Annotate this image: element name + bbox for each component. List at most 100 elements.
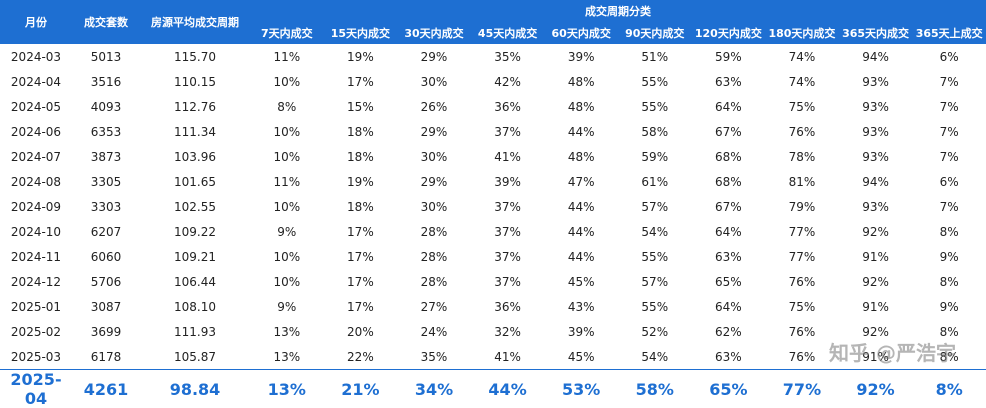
table-cell: 48% <box>544 94 618 119</box>
table-cell: 6060 <box>72 244 140 269</box>
table-cell: 2024-03 <box>0 44 72 69</box>
table-cell: 112.76 <box>140 94 250 119</box>
column-header: 成交套数 <box>72 0 140 44</box>
table-cell: 93% <box>839 94 913 119</box>
table-cell: 10% <box>250 69 324 94</box>
column-header: 60天内成交 <box>544 22 618 44</box>
table-cell: 15% <box>324 94 398 119</box>
table-cell: 30% <box>397 194 471 219</box>
table-cell: 2024-09 <box>0 194 72 219</box>
table-cell: 7% <box>912 69 986 94</box>
table-cell: 13% <box>250 344 324 370</box>
table-cell: 39% <box>471 169 545 194</box>
table-cell: 93% <box>839 119 913 144</box>
table-cell: 9% <box>250 294 324 319</box>
table-cell: 17% <box>324 269 398 294</box>
table-cell: 65% <box>692 269 766 294</box>
column-header: 30天内成交 <box>397 22 471 44</box>
column-header: 7天内成交 <box>250 22 324 44</box>
table-cell: 37% <box>471 269 545 294</box>
table-cell: 41% <box>471 344 545 370</box>
table-cell: 77% <box>765 244 839 269</box>
table-cell: 64% <box>692 94 766 119</box>
table-cell: 2025-04 <box>0 370 72 408</box>
table-cell: 98.84 <box>140 370 250 408</box>
table-cell: 3087 <box>72 294 140 319</box>
table-cell: 37% <box>471 194 545 219</box>
table-cell: 35% <box>397 344 471 370</box>
table-cell: 79% <box>765 194 839 219</box>
table-cell: 3516 <box>72 69 140 94</box>
table-cell: 57% <box>618 194 692 219</box>
table-cell: 92% <box>839 269 913 294</box>
table-cell: 11% <box>250 44 324 69</box>
table-cell: 64% <box>692 219 766 244</box>
table-cell: 37% <box>471 219 545 244</box>
table-cell: 2025-03 <box>0 344 72 370</box>
table-cell: 45% <box>544 269 618 294</box>
group-header: 成交周期分类 <box>250 0 986 22</box>
table-cell: 18% <box>324 119 398 144</box>
table-cell: 48% <box>544 144 618 169</box>
table-cell: 55% <box>618 94 692 119</box>
table-cell: 76% <box>765 269 839 294</box>
table-cell: 2024-12 <box>0 269 72 294</box>
table-cell: 17% <box>324 219 398 244</box>
table-cell: 55% <box>618 244 692 269</box>
table-cell: 6353 <box>72 119 140 144</box>
table-cell: 13% <box>250 370 324 408</box>
table-cell: 59% <box>618 144 692 169</box>
table-cell: 92% <box>839 370 913 408</box>
table-cell: 43% <box>544 294 618 319</box>
table-cell: 103.96 <box>140 144 250 169</box>
table-cell: 6207 <box>72 219 140 244</box>
table-cell: 76% <box>765 119 839 144</box>
table-cell: 63% <box>692 344 766 370</box>
table-cell: 48% <box>544 69 618 94</box>
table-cell: 10% <box>250 269 324 294</box>
table-cell: 44% <box>544 219 618 244</box>
table-cell: 61% <box>618 169 692 194</box>
table-cell: 2024-11 <box>0 244 72 269</box>
table-cell: 55% <box>618 69 692 94</box>
table-cell: 3305 <box>72 169 140 194</box>
watermark: 知乎 @严浩宇 <box>829 337 956 366</box>
table-cell: 4093 <box>72 94 140 119</box>
table-cell: 17% <box>324 69 398 94</box>
table-cell: 67% <box>692 194 766 219</box>
table-cell: 51% <box>618 44 692 69</box>
table-cell: 8% <box>912 370 986 408</box>
table-cell: 7% <box>912 144 986 169</box>
table-cell: 76% <box>765 319 839 344</box>
table-cell: 2024-10 <box>0 219 72 244</box>
table-cell: 64% <box>692 294 766 319</box>
column-header: 180天内成交 <box>765 22 839 44</box>
table-cell: 93% <box>839 69 913 94</box>
table-cell: 18% <box>324 194 398 219</box>
table-cell: 35% <box>471 44 545 69</box>
table-cell: 29% <box>397 44 471 69</box>
table-cell: 30% <box>397 144 471 169</box>
column-header: 365天上成交 <box>912 22 986 44</box>
table-cell: 2024-07 <box>0 144 72 169</box>
table-cell: 111.34 <box>140 119 250 144</box>
table-cell: 106.44 <box>140 269 250 294</box>
table-cell: 2024-05 <box>0 94 72 119</box>
table-cell: 111.93 <box>140 319 250 344</box>
table-cell: 63% <box>692 69 766 94</box>
table-cell: 24% <box>397 319 471 344</box>
table-cell: 44% <box>471 370 545 408</box>
table-cell: 7% <box>912 194 986 219</box>
table-cell: 13% <box>250 319 324 344</box>
column-header: 365天内成交 <box>839 22 913 44</box>
table-cell: 92% <box>839 219 913 244</box>
table-cell: 75% <box>765 94 839 119</box>
table-cell: 36% <box>471 294 545 319</box>
